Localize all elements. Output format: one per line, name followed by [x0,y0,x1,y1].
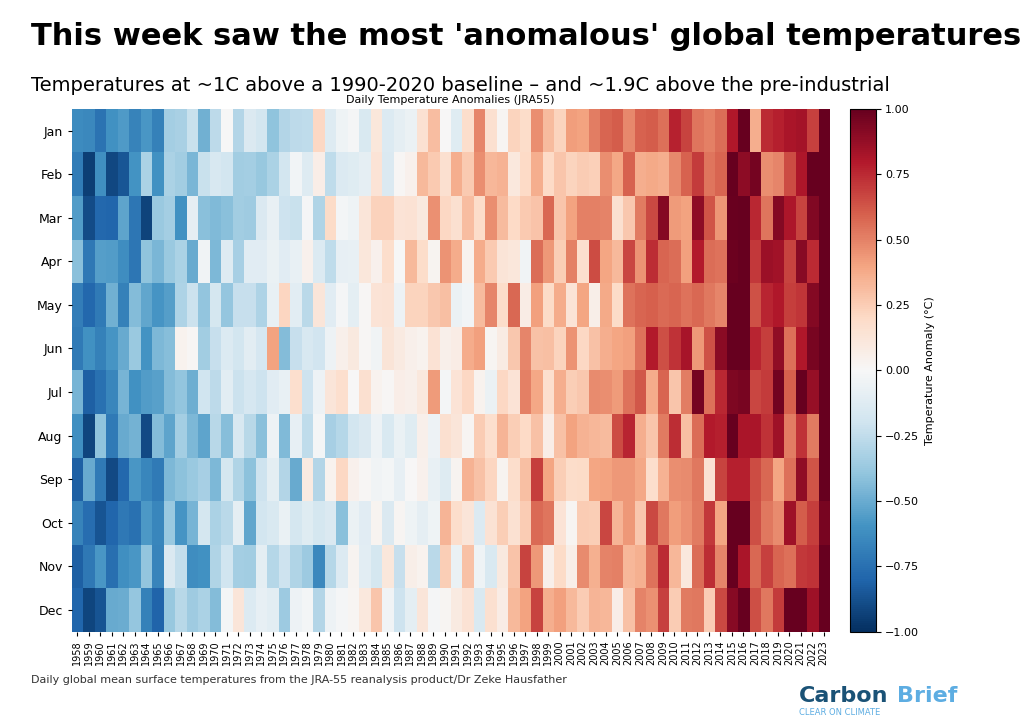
Text: CLEAR ON CLIMATE: CLEAR ON CLIMATE [799,708,880,717]
Text: Daily global mean surface temperatures from the JRA-55 reanalysis product/Dr Zek: Daily global mean surface temperatures f… [31,675,566,685]
Y-axis label: Temperature Anomaly (°C): Temperature Anomaly (°C) [925,296,935,444]
Text: This week saw the most 'anomalous' global temperatures ever recorded: This week saw the most 'anomalous' globa… [31,22,1024,51]
Title: Daily Temperature Anomalies (JRA55): Daily Temperature Anomalies (JRA55) [346,95,555,105]
Text: Temperatures at ~1C above a 1990-2020 baseline – and ~1.9C above the pre-industr: Temperatures at ~1C above a 1990-2020 ba… [31,76,890,95]
Text: Carbon: Carbon [799,686,888,706]
Text: Brief: Brief [897,686,957,706]
